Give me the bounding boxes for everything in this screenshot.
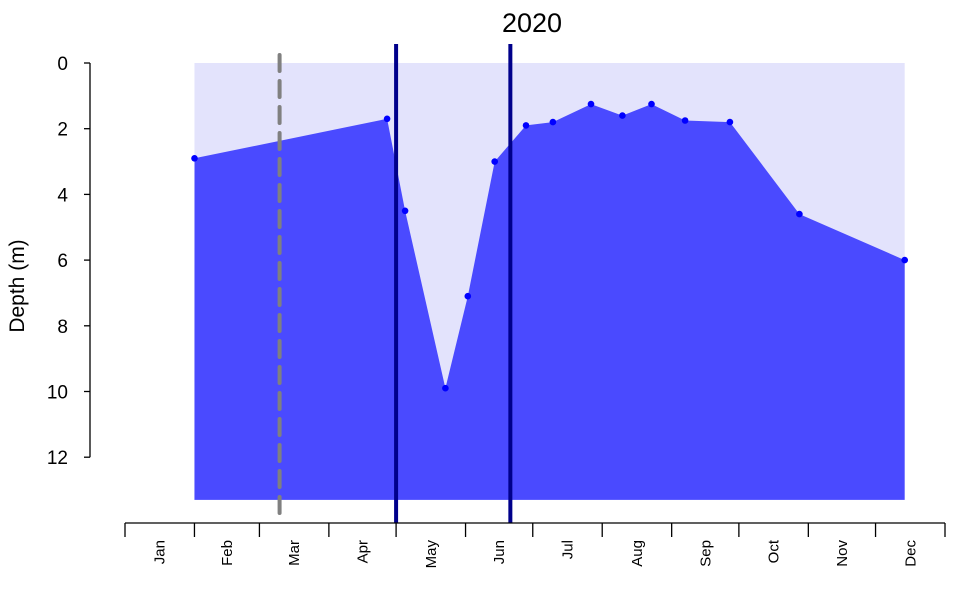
data-point	[491, 158, 499, 165]
x-tick-label: Jul	[560, 540, 577, 559]
x-tick-label: Jan	[152, 540, 169, 564]
y-tick-label: 10	[47, 383, 68, 404]
x-tick-label: May	[423, 540, 440, 569]
x-tick-label: Aug	[629, 540, 646, 567]
y-tick-label: 2	[57, 120, 68, 141]
depth-area	[194, 104, 905, 500]
vertical-lines	[277, 44, 513, 525]
x-tick-label: Apr	[355, 540, 372, 563]
data-point	[549, 118, 557, 126]
x-tick-label: Jun	[491, 540, 508, 564]
data-point	[901, 256, 908, 264]
x-tick-label: Nov	[834, 540, 851, 567]
data-point	[191, 155, 198, 162]
data-point	[464, 292, 472, 300]
y-tick-label: 0	[57, 54, 68, 75]
data-point	[619, 112, 626, 119]
data-point	[401, 207, 409, 215]
data-point	[522, 122, 530, 129]
data-point	[648, 100, 655, 108]
y-axis-label: Depth (m)	[6, 239, 29, 332]
data-points	[191, 100, 908, 392]
data-point	[383, 115, 391, 123]
x-tick-label: Oct	[766, 539, 783, 563]
data-point	[442, 384, 449, 392]
y-tick-label: 8	[57, 317, 68, 338]
y-tick-label: 6	[57, 251, 68, 272]
x-tick-label: Dec	[902, 540, 919, 567]
chart-title: 2020	[502, 8, 562, 38]
data-point	[726, 118, 734, 126]
y-tick-label: 12	[47, 448, 68, 469]
data-point	[587, 100, 595, 108]
x-tick-label: Mar	[286, 540, 303, 566]
data-point	[796, 210, 803, 218]
y-tick-label: 4	[57, 185, 68, 206]
x-tick-label: Sep	[697, 540, 714, 567]
x-tick-label: Feb	[219, 540, 236, 566]
data-point	[681, 117, 689, 124]
y-axis: 0 2 4 6 8 10 12	[47, 54, 91, 469]
x-axis: Jan Feb Mar Apr May Jun Jul Aug Sep Oct Nov Dec	[124, 522, 946, 569]
